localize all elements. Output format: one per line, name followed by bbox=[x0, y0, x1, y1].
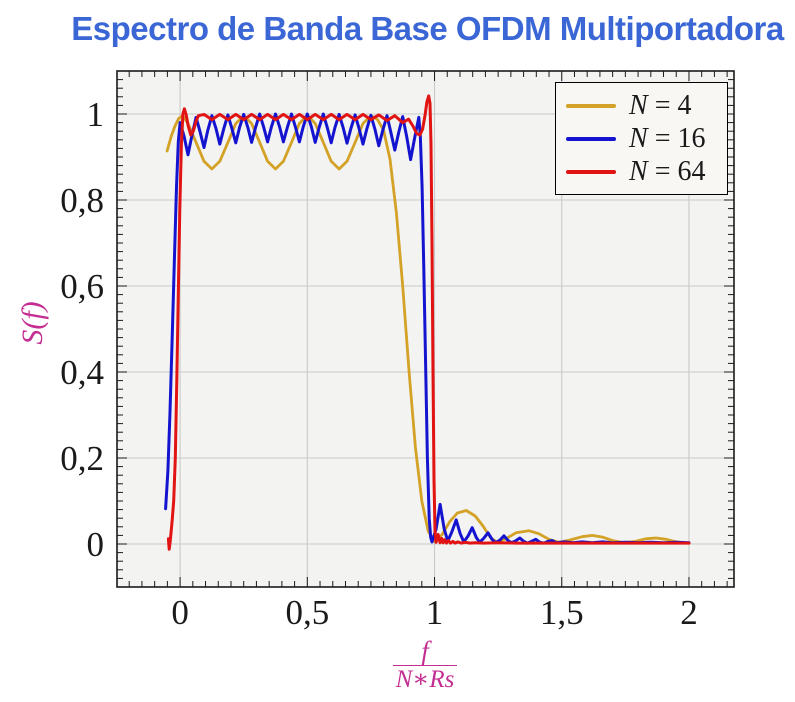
legend-label-n4: N = 4 bbox=[629, 89, 692, 121]
x-tick-label: 2 bbox=[680, 593, 698, 632]
legend-swatch-0 bbox=[566, 103, 616, 108]
x-tick-label: 0,5 bbox=[285, 593, 329, 632]
y-tick-label: 0,4 bbox=[60, 353, 104, 392]
legend-item-n16: N = 16 bbox=[566, 123, 727, 155]
legend: N = 4 N = 16 N = 64 bbox=[555, 82, 728, 195]
y-tick-label: 0,8 bbox=[60, 181, 104, 220]
y-tick-label: 1 bbox=[87, 95, 105, 134]
x-axis-label-numerator: f bbox=[421, 636, 429, 666]
y-tick-label: 0,2 bbox=[60, 439, 104, 478]
legend-label-n16: N = 16 bbox=[629, 122, 706, 154]
y-tick-label: 0,6 bbox=[60, 267, 104, 306]
legend-item-n64: N = 64 bbox=[566, 156, 727, 188]
x-tick-label: 0 bbox=[171, 593, 189, 632]
legend-label-n64: N = 64 bbox=[629, 155, 706, 187]
legend-swatch-1 bbox=[566, 136, 616, 141]
x-tick-label: 1,5 bbox=[540, 593, 584, 632]
y-tick-label: 0 bbox=[87, 525, 105, 564]
x-axis-label-denominator: N∗Rs bbox=[392, 665, 458, 693]
legend-swatch-2 bbox=[566, 169, 616, 174]
x-axis-label: f N∗Rs bbox=[355, 637, 495, 694]
y-axis-label: S(f) bbox=[16, 301, 49, 345]
page-title: Espectro de Banda Base OFDM Multiportado… bbox=[71, 10, 784, 47]
curve-n64 bbox=[166, 94, 691, 551]
legend-item-n4: N = 4 bbox=[566, 90, 727, 122]
x-tick-label: 1 bbox=[426, 593, 444, 632]
